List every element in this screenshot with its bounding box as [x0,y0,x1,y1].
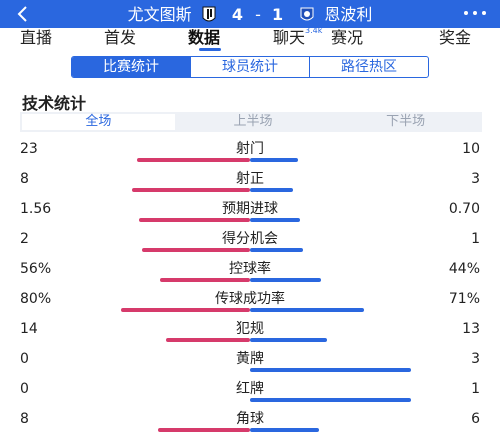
match-header: 尤文图斯 4 - 1 恩波利 [0,0,500,28]
stats-subtabs: 比赛统计 球员统计 路径热区 [71,56,429,78]
stat-away-value: 6 [471,411,480,427]
period-tab-first-half[interactable]: 上半场 [233,114,273,129]
stat-home-value: 2 [20,231,29,247]
stat-home-value: 8 [20,171,29,187]
main-tabs: 直播 首发 数据 聊天 3.4k 赛况 奖金 [0,26,500,52]
stat-home-value: 0 [20,351,29,367]
stat-home-value: 23 [20,141,38,157]
stat-away-bar [250,248,303,252]
tab-lineup[interactable]: 首发 [104,28,137,47]
stat-away-bar [250,398,411,402]
stat-away-value: 10 [462,141,480,157]
stat-home-value: 80% [20,291,52,307]
subtab-heatmap[interactable]: 路径热区 [309,57,428,77]
stat-label: 预期进球 [222,201,278,217]
stat-home-bar [121,308,250,312]
stat-home-bar [132,188,250,192]
stat-away-bar [250,158,298,162]
more-dots-icon[interactable] [462,8,488,18]
away-team-name[interactable]: 恩波利 [324,4,373,24]
stat-away-value: 3 [471,351,480,367]
stat-away-bar [250,338,327,342]
stat-row-pass-accuracy: 80% 传球成功率 71% [0,291,500,321]
stat-home-bar [139,218,250,222]
period-tabs: 全场 上半场 下半场 [20,112,482,132]
stat-label: 黄牌 [236,351,264,367]
stat-away-value: 44% [448,261,480,277]
stat-home-bar [142,248,250,252]
stat-row-fouls: 14 犯规 13 [0,321,500,351]
stat-away-bar [250,308,364,312]
stat-away-value: 71% [448,291,480,307]
stat-away-bar [250,188,293,192]
stat-home-value: 1.56 [20,201,52,217]
stat-home-bar [160,278,250,282]
stat-away-value: 0.70 [448,201,480,217]
stat-label: 红牌 [236,381,264,397]
stat-row-yellow-cards: 0 黄牌 3 [0,351,500,381]
chevron-left-icon[interactable] [14,4,34,24]
stat-home-value: 8 [20,411,29,427]
stat-row-possession: 56% 控球率 44% [0,261,500,291]
stat-label: 射正 [236,171,264,187]
subtab-player-stats[interactable]: 球员统计 [190,57,309,77]
home-team-name[interactable]: 尤文图斯 [127,4,192,24]
stat-away-bar [250,428,319,432]
stat-away-value: 3 [471,171,480,187]
period-tab-second-half[interactable]: 下半场 [386,114,426,129]
stat-label: 角球 [236,411,264,427]
stat-row-shots: 23 射门 10 [0,141,500,171]
juventus-crest-icon [202,6,216,21]
stat-label: 传球成功率 [215,291,285,307]
stat-away-value: 1 [471,231,480,247]
stat-row-red-cards: 0 红牌 1 [0,381,500,411]
stat-home-bar [158,428,250,432]
stat-away-value: 13 [462,321,480,337]
subtab-match-stats[interactable]: 比赛统计 [72,57,190,77]
tab-data[interactable]: 数据 [188,28,221,47]
period-tab-full[interactable]: 全场 [22,114,175,130]
empoli-crest-icon [300,7,314,20]
stat-label: 控球率 [229,261,271,277]
stat-home-value: 0 [20,381,29,397]
stat-label: 犯规 [236,321,264,337]
stat-away-value: 1 [471,381,480,397]
stat-row-big-chances: 2 得分机会 1 [0,231,500,261]
tab-live[interactable]: 直播 [20,28,53,47]
stat-label: 射门 [236,141,264,157]
stat-away-bar [250,368,411,372]
away-score: 1 [271,4,285,24]
stat-row-shots-on-target: 8 射正 3 [0,171,500,201]
stat-away-bar [250,218,300,222]
stat-home-value: 14 [20,321,38,337]
stat-home-value: 56% [20,261,52,277]
chat-count-badge: 3.4k [305,26,323,35]
tab-prize[interactable]: 奖金 [439,28,472,47]
tab-chat[interactable]: 聊天 [273,28,306,47]
home-score: 4 [231,4,245,24]
tab-match-report[interactable]: 赛况 [331,28,364,47]
stat-home-bar [137,158,250,162]
score-separator: - [255,4,261,24]
active-tab-indicator [199,48,221,51]
stat-label: 得分机会 [222,231,278,247]
stat-away-bar [250,278,321,282]
stat-row-corners: 8 角球 6 [0,411,500,440]
match-title: 尤文图斯 4 - 1 恩波利 [0,3,500,26]
stat-home-bar [166,338,250,342]
section-title: 技术统计 [22,94,87,113]
stat-row-expected-goals: 1.56 预期进球 0.70 [0,201,500,231]
